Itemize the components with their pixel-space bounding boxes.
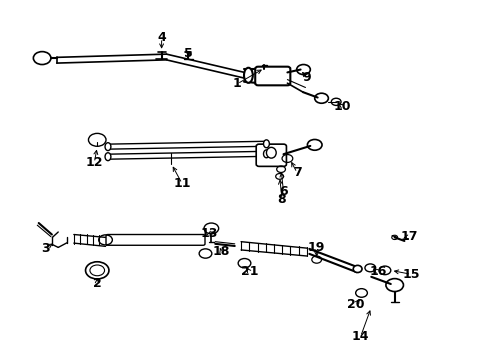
Text: 4: 4	[157, 31, 165, 45]
FancyBboxPatch shape	[255, 67, 290, 85]
Ellipse shape	[263, 150, 269, 158]
Text: 1: 1	[232, 77, 241, 90]
Text: 12: 12	[85, 156, 103, 169]
Text: 17: 17	[400, 230, 417, 243]
Text: 2: 2	[93, 278, 102, 291]
Text: 13: 13	[200, 227, 218, 240]
Text: 11: 11	[173, 177, 190, 190]
Text: 6: 6	[279, 185, 287, 198]
Text: 10: 10	[333, 100, 350, 113]
Text: 16: 16	[368, 265, 386, 278]
FancyBboxPatch shape	[106, 234, 204, 245]
Ellipse shape	[266, 147, 276, 158]
Text: 14: 14	[351, 330, 368, 343]
Text: 21: 21	[240, 265, 258, 278]
Ellipse shape	[105, 153, 111, 161]
Text: 3: 3	[41, 242, 50, 255]
Text: 15: 15	[402, 268, 419, 281]
Polygon shape	[57, 53, 166, 318]
Ellipse shape	[352, 265, 361, 273]
Text: 8: 8	[277, 193, 286, 206]
Ellipse shape	[244, 68, 252, 83]
Text: 5: 5	[183, 47, 192, 60]
FancyBboxPatch shape	[256, 144, 286, 166]
Text: 7: 7	[292, 166, 301, 179]
Text: 9: 9	[302, 71, 310, 84]
Text: 19: 19	[307, 241, 325, 254]
Text: 20: 20	[346, 298, 364, 311]
Ellipse shape	[263, 140, 269, 148]
Ellipse shape	[105, 143, 111, 150]
Text: 18: 18	[212, 244, 229, 257]
